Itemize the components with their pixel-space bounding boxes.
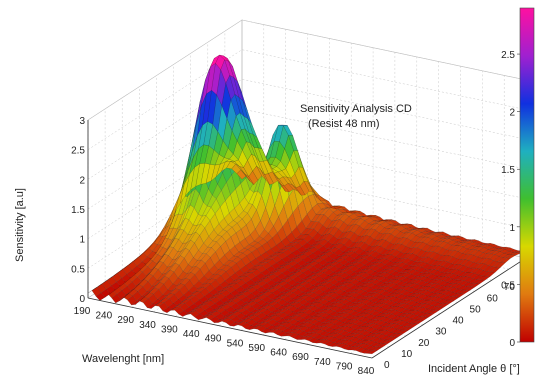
y-tick-label: 40 — [452, 316, 464, 327]
z-tick-label: 0.5 — [71, 264, 85, 275]
x-tick-label: 390 — [161, 324, 178, 335]
y-tick-label: 60 — [487, 293, 499, 304]
colorbar-scale — [519, 7, 535, 343]
x-axis-line — [87, 297, 373, 359]
colorbar: 0 0.5 1 1.5 2 2.5 — [501, 7, 535, 349]
z-tick-label: 1 — [79, 235, 85, 246]
colorbar-tick-label: 1 — [509, 223, 515, 234]
colorbar-tick-label: 0.5 — [501, 280, 515, 291]
z-grid-line — [87, 49, 527, 150]
x-axis-title: Wavelenght [nm] — [82, 353, 164, 365]
z-tick-label: 3 — [79, 116, 85, 127]
y-tick-label: 30 — [435, 327, 447, 338]
chart-axes: 190 240 290 340 390 440 490 540 590 640 690 740 790 8… — [71, 116, 532, 376]
colorbar-tick-label: 2 — [509, 108, 515, 119]
x-tick-label: 840 — [358, 366, 375, 376]
y-tick-label: 0 — [384, 360, 390, 371]
y-tick-label: 10 — [401, 349, 413, 360]
y-tick-label: 70 — [504, 282, 516, 293]
surface-cell — [236, 169, 247, 180]
x-tick-label: 190 — [74, 306, 91, 317]
x-tick-label: 790 — [336, 361, 353, 372]
x-tick-label: 640 — [270, 348, 287, 359]
x-tick-label: 490 — [205, 334, 222, 345]
x-tick-label: 340 — [139, 320, 156, 331]
y-tick-label: 50 — [470, 304, 482, 315]
chart-annotation-line-2: (Resist 48 nm) — [308, 118, 380, 130]
x-tick-label: 440 — [183, 329, 200, 340]
colorbar-tick-label: 1.5 — [501, 165, 515, 176]
colorbar-tick-label: 0 — [509, 338, 515, 349]
x-tick-label: 740 — [314, 357, 331, 368]
chart-annotation-line-1: Sensitivity Analysis CD — [300, 103, 412, 115]
y-tick-label: 20 — [418, 338, 430, 349]
sensitivity-surface — [87, 54, 527, 355]
x-tick-label: 590 — [248, 343, 265, 354]
y-axis-line — [371, 257, 527, 359]
z-tick-label: 2 — [79, 175, 85, 186]
y-axis-title: Incident Angle θ [°] — [428, 363, 520, 375]
x-tick-label: 540 — [227, 338, 244, 349]
z-tick-label: 0 — [79, 294, 85, 305]
x-tick-label: 290 — [117, 315, 134, 326]
z-axis-title: Sensitivity [a.u] — [14, 188, 26, 262]
z-tick-label: 2.5 — [71, 146, 85, 157]
z-grid-line — [87, 108, 527, 210]
z-tick-label: 1.5 — [71, 205, 85, 216]
colorbar-tick-label: 2.5 — [501, 50, 515, 61]
x-tick-label: 690 — [292, 352, 309, 363]
x-tick-label: 240 — [96, 311, 113, 322]
z-grid-line — [87, 19, 527, 121]
